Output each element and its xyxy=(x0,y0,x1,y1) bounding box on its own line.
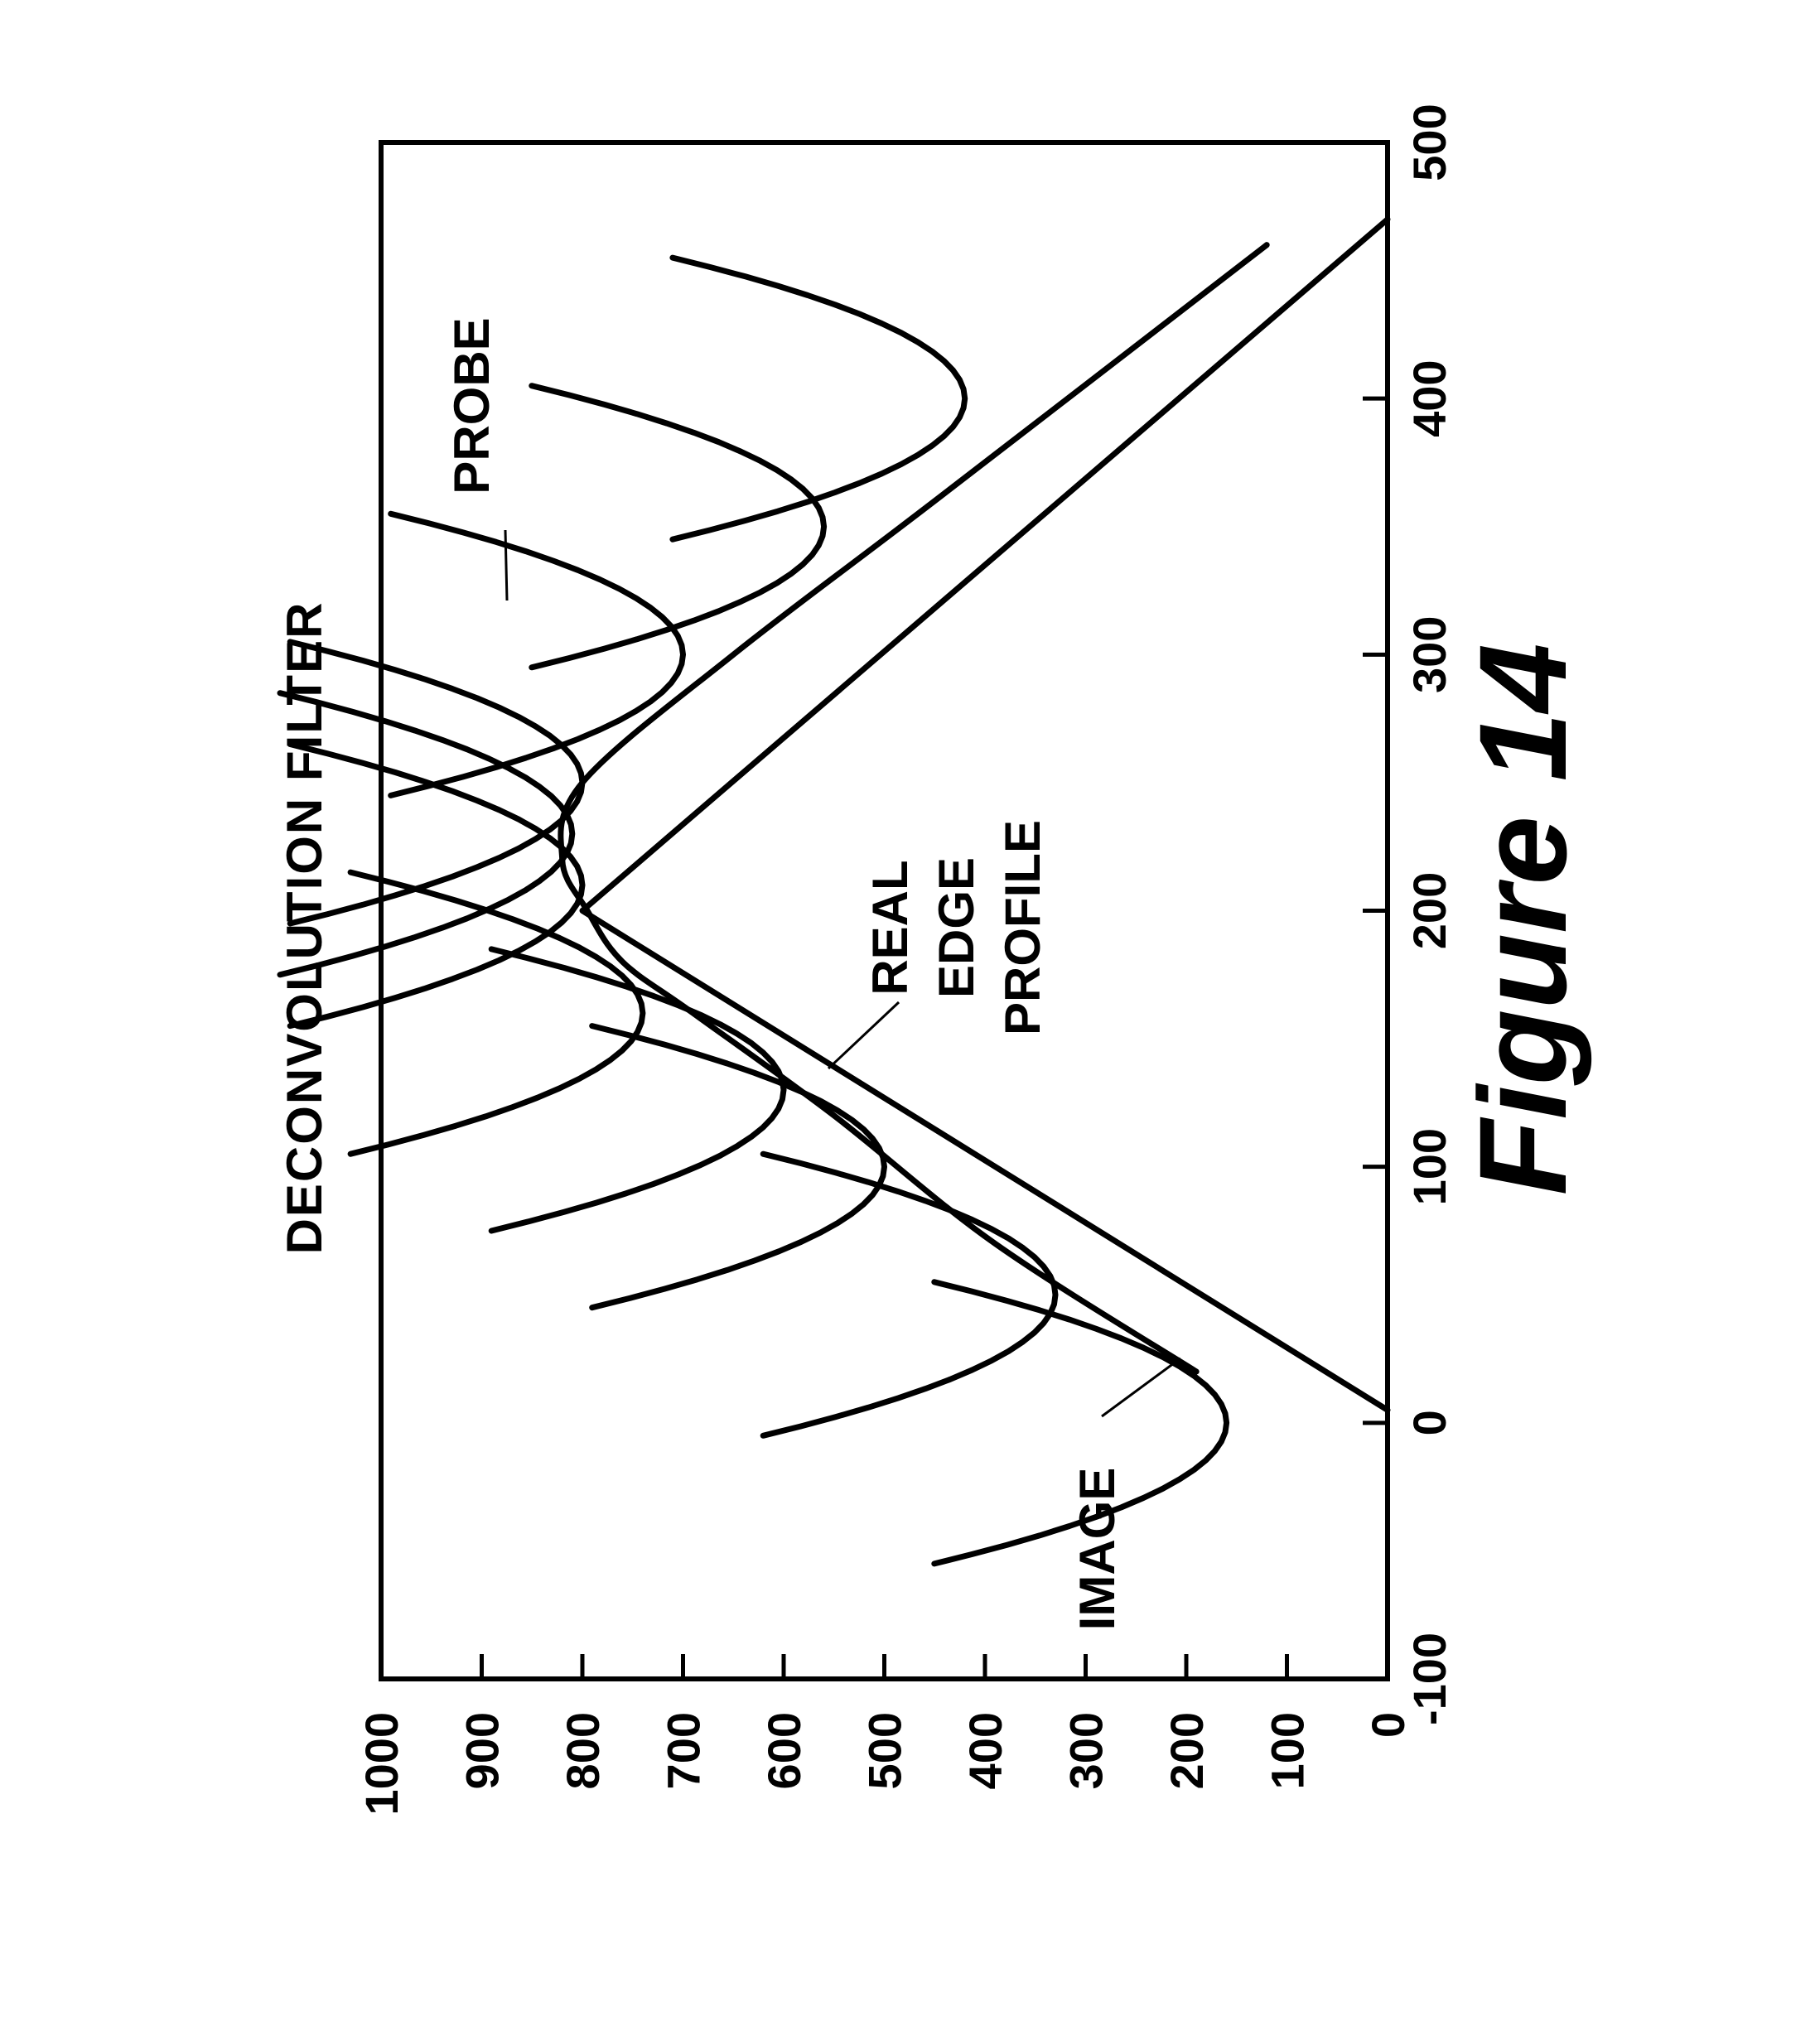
y-tick-label: 600 xyxy=(758,1712,810,1789)
x-tick-label: 300 xyxy=(1403,616,1456,693)
y-tick-label: 800 xyxy=(557,1712,609,1789)
probe-curve xyxy=(763,1154,1055,1435)
annotation-probe-label: PROBE xyxy=(444,317,500,494)
probe-curve xyxy=(350,872,643,1154)
annotation-image-label: IMAGE xyxy=(1069,1468,1125,1631)
probe-curve xyxy=(673,258,965,539)
x-tick-label: 100 xyxy=(1403,1128,1456,1205)
annotation-probe-leader xyxy=(505,530,507,601)
series-line-real-edge-profile xyxy=(582,219,1388,1411)
y-tick-label: 300 xyxy=(1060,1712,1113,1789)
annotation-real-label: PROFILE xyxy=(995,820,1050,1035)
chart: Figure 14 DECONVOLUTION FILTER -10001002… xyxy=(0,0,1820,2021)
y-tick-label: 1000 xyxy=(355,1712,408,1816)
y-tick-label: 400 xyxy=(959,1712,1011,1789)
y-tick-label: 900 xyxy=(456,1712,509,1789)
x-tick-label: 200 xyxy=(1403,872,1456,949)
x-tick-label: -100 xyxy=(1403,1633,1456,1725)
y-tick-label: 500 xyxy=(859,1712,911,1789)
y-tick-label: 100 xyxy=(1262,1712,1314,1789)
annotation-image-leader xyxy=(1102,1358,1180,1416)
x-tick-label: 400 xyxy=(1403,359,1456,437)
figure-caption: Figure 14 xyxy=(1453,644,1592,1196)
annotation-real-leader xyxy=(828,1002,899,1068)
y-tick-label: 700 xyxy=(658,1712,710,1789)
x-tick-label: 0 xyxy=(1403,1410,1456,1435)
annotation-real-label: REAL xyxy=(862,860,918,995)
probe-curve xyxy=(391,514,683,795)
probe-curve xyxy=(532,386,824,668)
y-tick-label: 200 xyxy=(1161,1712,1213,1789)
x-tick-label: 500 xyxy=(1403,104,1456,181)
annotation-real-label: EDGE xyxy=(929,857,984,998)
y-tick-label: 0 xyxy=(1362,1712,1414,1738)
annotations-group: PROBE REALEDGEPROFILE IMAGE xyxy=(444,317,1180,1630)
